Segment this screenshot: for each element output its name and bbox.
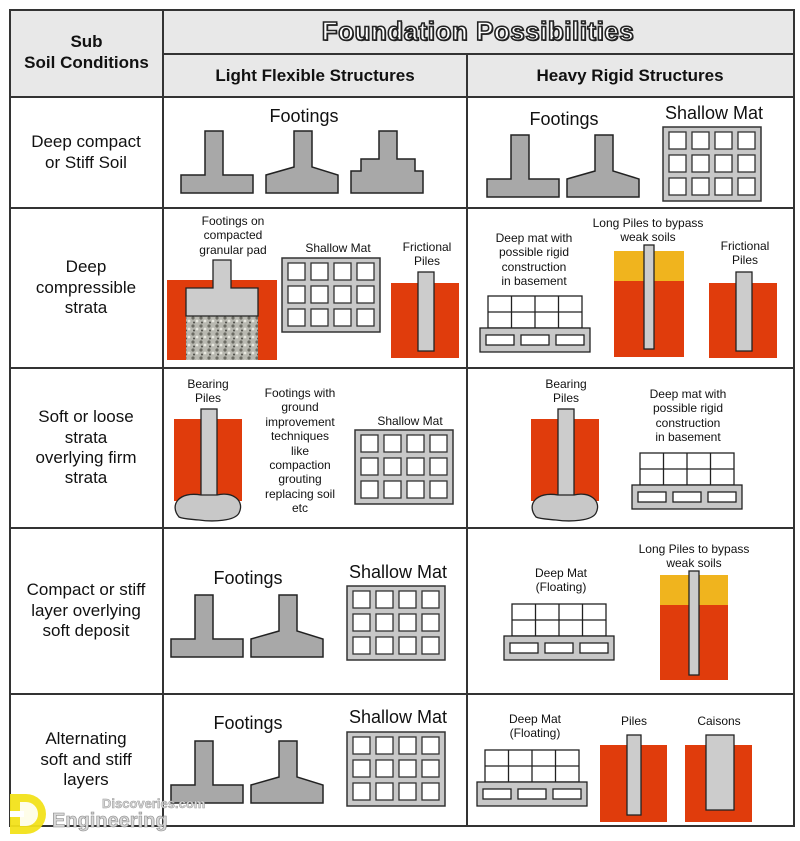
deep-mat-diagram	[476, 749, 588, 807]
title-divider	[163, 53, 795, 55]
deep-mat-diagram	[479, 295, 591, 353]
soil-header-line2: Soil Conditions	[24, 53, 149, 72]
label-footings: Footings	[269, 106, 339, 126]
footing-stepped-icon	[350, 130, 424, 194]
long-pile-diagram	[660, 570, 728, 680]
label-bearing-piles: Bearing Piles	[187, 377, 229, 406]
label-frictional-piles: Frictional Piles	[402, 240, 452, 269]
soil-header-line1: Sub	[70, 31, 103, 51]
table-border-top	[10, 9, 795, 11]
row-divider-3	[10, 527, 795, 529]
label-ground-improvement: Footings with ground improvement techniq…	[264, 386, 336, 516]
label-shallow-mat: Shallow Mat	[664, 103, 764, 123]
shallow-mat-icon	[346, 585, 446, 661]
label-long-piles: Long Piles to bypass weak soils	[638, 542, 750, 571]
heavy-structures-header: Heavy Rigid Structures	[536, 65, 724, 85]
label-deep-mat-floating: Deep Mat (Floating)	[508, 712, 562, 741]
label-caisons: Caisons	[697, 714, 741, 728]
label-footings: Footings	[213, 568, 283, 588]
bearing-pile-diagram	[531, 408, 599, 522]
pile-diagram	[600, 734, 667, 822]
header-bg-soil	[10, 10, 163, 97]
footing-flat-icon	[180, 130, 254, 194]
label-shallow-mat: Shallow Mat	[348, 707, 448, 727]
table-border-bottom	[10, 825, 795, 827]
col-divider-2	[466, 53, 468, 827]
frictional-pile-diagram	[391, 271, 459, 358]
footing-sloped-icon	[566, 134, 640, 198]
watermark-line1: Discoveries.com	[102, 796, 206, 812]
frictional-pile-diagram	[709, 271, 777, 358]
caison-diagram	[685, 734, 752, 822]
bearing-pile-diagram	[174, 408, 242, 522]
footing-sloped-icon	[250, 594, 324, 658]
deep-mat-diagram	[631, 452, 743, 510]
engineering-discoveries-logo-icon	[10, 794, 46, 834]
long-pile-diagram	[614, 244, 684, 357]
label-long-piles: Long Piles to bypass weak soils	[592, 216, 704, 245]
shallow-mat-icon	[354, 429, 454, 505]
footing-flat-icon	[486, 134, 560, 198]
label-footings: Footings	[529, 109, 599, 129]
row-divider-2	[10, 367, 795, 369]
footing-flat-icon	[170, 594, 244, 658]
label-deep-mat: Deep mat with possible rigid constructio…	[649, 387, 727, 445]
label-bearing-piles: Bearing Piles	[545, 377, 587, 406]
shallow-mat-icon	[662, 126, 762, 202]
row-divider-4	[10, 693, 795, 695]
soil-conditions-header: Sub Soil Conditions	[10, 24, 163, 80]
label-shallow-mat: Shallow Mat	[377, 414, 443, 428]
light-structures-header: Light Flexible Structures	[215, 65, 415, 85]
shallow-mat-icon	[346, 731, 446, 807]
soil-condition-5: Alternating soft and stiff layers	[40, 729, 132, 790]
footing-on-granular-pad-diagram	[167, 259, 277, 360]
footing-sloped-icon	[250, 740, 324, 804]
label-deep-mat: Deep mat with possible rigid constructio…	[495, 231, 573, 289]
watermark-logo: Discoveries.com Engineering	[6, 792, 206, 836]
soil-condition-2: Deep compressible strata	[35, 257, 137, 318]
watermark-line2: Engineering	[52, 810, 168, 833]
soil-condition-3: Soft or loose strata overlying firm stra…	[35, 407, 137, 488]
footing-sloped-icon	[265, 130, 339, 194]
header-divider	[10, 96, 795, 98]
deep-mat-diagram	[503, 603, 615, 661]
label-footings: Footings	[213, 713, 283, 733]
page-title: Foundation Possibilities	[321, 15, 635, 47]
row-divider-1	[10, 207, 795, 209]
soil-condition-4: Compact or stiff layer overlying soft de…	[26, 580, 146, 641]
shallow-mat-icon	[281, 257, 381, 333]
label-shallow-mat: Shallow Mat	[348, 562, 448, 582]
col-divider-1	[162, 9, 164, 827]
label-frictional-piles: Frictional Piles	[720, 239, 770, 268]
label-deep-mat-floating: Deep Mat (Floating)	[534, 566, 588, 595]
label-shallow-mat: Shallow Mat	[305, 241, 371, 255]
table-border-right	[793, 9, 795, 827]
soil-condition-1: Deep compact or Stiff Soil	[31, 132, 141, 172]
label-footings-granular-pad: Footings on compacted granular pad	[199, 214, 267, 257]
table-border-left	[9, 9, 11, 827]
label-piles: Piles	[620, 714, 647, 728]
